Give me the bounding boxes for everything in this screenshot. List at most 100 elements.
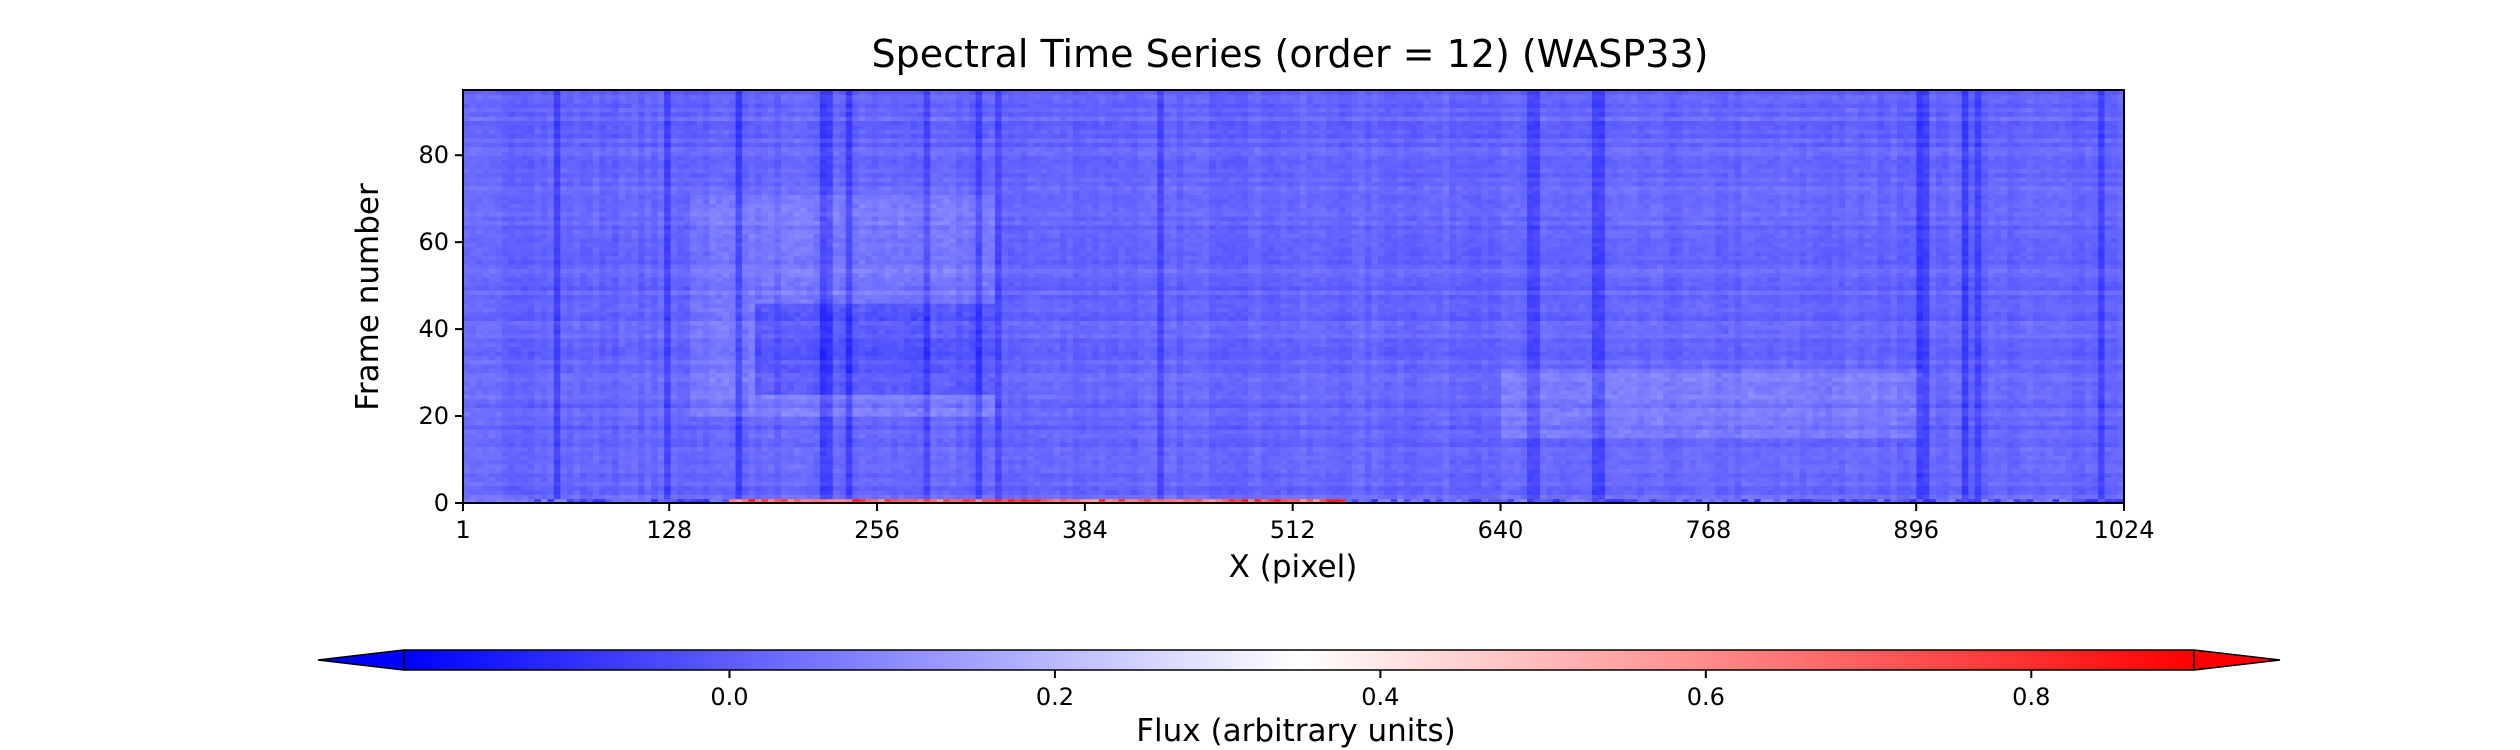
heatmap-cell <box>1968 451 1975 456</box>
heatmap-cell <box>697 446 704 451</box>
heatmap-cell <box>976 416 983 421</box>
heatmap-cell <box>1248 446 1255 451</box>
heatmap-cell <box>515 477 522 482</box>
heatmap-cell <box>1423 429 1430 434</box>
heatmap-cell <box>1813 451 1820 456</box>
heatmap-cell <box>1190 490 1197 495</box>
heatmap-cell <box>1877 420 1884 425</box>
heatmap-cell <box>852 442 859 447</box>
heatmap-cell <box>1332 438 1339 443</box>
heatmap-cell <box>1391 464 1398 469</box>
heatmap-cell <box>982 455 989 460</box>
heatmap-cell <box>1981 460 1988 465</box>
heatmap-cell <box>1488 451 1495 456</box>
heatmap-cell <box>969 420 976 425</box>
heatmap-cell <box>606 425 613 430</box>
heatmap-cell <box>1780 451 1787 456</box>
heatmap-cell <box>911 481 918 486</box>
heatmap-cell <box>1040 438 1047 443</box>
heatmap-cell <box>1281 416 1288 421</box>
heatmap-cell <box>794 468 801 473</box>
heatmap-cell <box>573 451 580 456</box>
heatmap-cell <box>697 429 704 434</box>
heatmap-cell <box>1358 438 1365 443</box>
heatmap-cell <box>1125 425 1132 430</box>
heatmap-cell <box>1949 473 1956 478</box>
heatmap-cell <box>1910 425 1917 430</box>
heatmap-cell <box>619 420 626 425</box>
heatmap-cell <box>1164 425 1171 430</box>
heatmap-cell <box>495 473 502 478</box>
heatmap-cell <box>1430 481 1437 486</box>
heatmap-cell <box>534 433 541 438</box>
heatmap-cell <box>1748 477 1755 482</box>
heatmap-cell <box>1391 433 1398 438</box>
heatmap-cell <box>1748 446 1755 451</box>
heatmap-cell <box>521 455 528 460</box>
heatmap-cell <box>1728 473 1735 478</box>
heatmap-cell <box>1021 486 1028 491</box>
heatmap-cell <box>1105 468 1112 473</box>
heatmap-cell <box>2111 494 2118 499</box>
heatmap-cell <box>1683 468 1690 473</box>
heatmap-cell <box>865 425 872 430</box>
heatmap-cell <box>846 455 853 460</box>
heatmap-cell <box>1890 481 1897 486</box>
heatmap-cell <box>1410 468 1417 473</box>
heatmap-cell <box>612 490 619 495</box>
heatmap-cell <box>1157 477 1164 482</box>
heatmap-cell <box>1702 420 1709 425</box>
heatmap-cell <box>1449 468 1456 473</box>
heatmap-cell <box>2066 490 2073 495</box>
heatmap-cell <box>1897 486 1904 491</box>
heatmap-cell <box>1313 490 1320 495</box>
heatmap-cell <box>1112 477 1119 482</box>
heatmap-cell <box>1560 455 1567 460</box>
heatmap-cell <box>1864 481 1871 486</box>
heatmap-cell <box>969 464 976 469</box>
heatmap-cell <box>1235 477 1242 482</box>
heatmap-cell <box>1774 481 1781 486</box>
heatmap-cell <box>1229 416 1236 421</box>
heatmap-cell <box>1339 464 1346 469</box>
heatmap-cell <box>1897 451 1904 456</box>
heatmap-cell <box>1456 486 1463 491</box>
heatmap-cell <box>1216 455 1223 460</box>
heatmap-cell <box>1527 438 1534 443</box>
heatmap-cell <box>859 473 866 478</box>
heatmap-cell <box>1994 438 2001 443</box>
heatmap-cell <box>1099 494 1106 499</box>
heatmap-cell <box>2020 446 2027 451</box>
heatmap-cell <box>1955 442 1962 447</box>
heatmap-cell <box>1138 425 1145 430</box>
heatmap-cell <box>1637 438 1644 443</box>
heatmap-cell <box>632 468 639 473</box>
heatmap-cell <box>1157 494 1164 499</box>
heatmap-cell <box>1177 451 1184 456</box>
heatmap-cell <box>1553 460 1560 465</box>
heatmap-cell <box>1715 464 1722 469</box>
heatmap-cell <box>917 429 924 434</box>
heatmap-cell <box>664 490 671 495</box>
heatmap-cell <box>963 416 970 421</box>
heatmap-cell <box>761 460 768 465</box>
heatmap-cell <box>1449 464 1456 469</box>
heatmap-cell <box>1008 494 1015 499</box>
heatmap-cell <box>2007 477 2014 482</box>
heatmap-cell <box>1754 455 1761 460</box>
heatmap-cell <box>625 442 632 447</box>
heatmap-cell <box>1462 486 1469 491</box>
heatmap-cell <box>1787 451 1794 456</box>
heatmap-cell <box>807 438 814 443</box>
heatmap-cell <box>911 477 918 482</box>
heatmap-cell <box>1319 473 1326 478</box>
heatmap-cell <box>1624 446 1631 451</box>
heatmap-cell <box>1871 464 1878 469</box>
heatmap-cell <box>1294 425 1301 430</box>
heatmap-cell <box>1975 455 1982 460</box>
heatmap-cell <box>2007 481 2014 486</box>
heatmap-cell <box>833 438 840 443</box>
heatmap-cell <box>1923 494 1930 499</box>
heatmap-cell <box>1611 464 1618 469</box>
heatmap-cell <box>1897 433 1904 438</box>
